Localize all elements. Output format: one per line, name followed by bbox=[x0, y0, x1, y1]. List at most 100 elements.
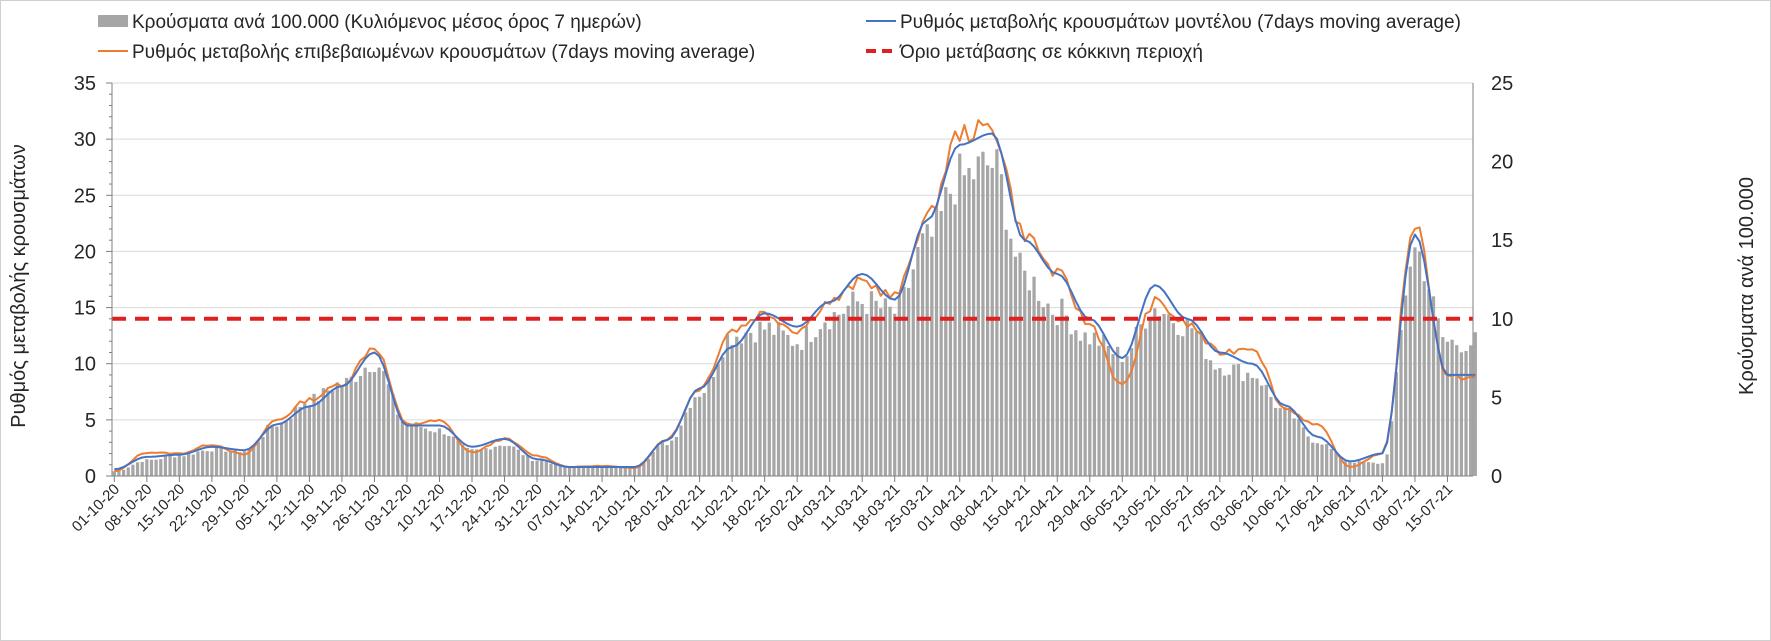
bar bbox=[126, 467, 130, 476]
bar bbox=[1441, 337, 1445, 476]
bar bbox=[1097, 345, 1101, 476]
bar bbox=[674, 436, 678, 476]
bar bbox=[279, 422, 284, 476]
bar bbox=[344, 377, 349, 476]
bar bbox=[1204, 359, 1208, 476]
bar bbox=[1088, 344, 1092, 476]
bar bbox=[1083, 332, 1087, 476]
bar bbox=[368, 372, 372, 476]
bar bbox=[451, 436, 456, 476]
bar bbox=[651, 451, 655, 476]
bar bbox=[409, 425, 414, 476]
bar bbox=[995, 149, 999, 476]
bar bbox=[619, 465, 623, 476]
bar bbox=[1129, 348, 1134, 476]
bar bbox=[1162, 313, 1166, 476]
bar bbox=[883, 298, 888, 476]
legend-entry: Όριο μετάβασης σε κόκκινη περιοχή bbox=[866, 42, 1203, 63]
bar bbox=[507, 445, 511, 476]
bar bbox=[131, 464, 135, 476]
bar bbox=[238, 452, 242, 476]
bar bbox=[1055, 325, 1059, 476]
bar bbox=[790, 345, 795, 476]
bar bbox=[349, 376, 353, 476]
bar bbox=[1255, 378, 1259, 476]
bar bbox=[1380, 463, 1385, 476]
bar bbox=[1218, 368, 1222, 476]
bar bbox=[405, 424, 409, 476]
bar bbox=[386, 384, 391, 476]
bar bbox=[1436, 318, 1440, 476]
line-model-cases-rate bbox=[114, 132, 1476, 471]
bar bbox=[688, 407, 692, 476]
bar bbox=[549, 463, 553, 476]
bar bbox=[479, 448, 483, 476]
bar bbox=[553, 463, 558, 476]
bar bbox=[1417, 251, 1422, 476]
bar bbox=[786, 334, 790, 476]
bar bbox=[461, 444, 465, 476]
bar bbox=[530, 460, 535, 476]
bar bbox=[632, 467, 637, 476]
bar bbox=[275, 426, 279, 476]
bar bbox=[396, 414, 400, 476]
bar bbox=[317, 400, 321, 476]
bar bbox=[526, 455, 530, 476]
bar bbox=[1176, 334, 1180, 476]
bar bbox=[697, 396, 702, 476]
bar bbox=[1153, 308, 1157, 476]
legend-entry: Κρούσματα ανά 100.000 (Κυλιόμενος μέσος … bbox=[98, 12, 642, 33]
bar bbox=[363, 367, 367, 476]
bar bbox=[419, 427, 423, 476]
line-series-group bbox=[112, 119, 1476, 473]
bar bbox=[558, 465, 562, 476]
bar bbox=[823, 322, 827, 476]
bar bbox=[656, 445, 660, 476]
legend-entry: Ρυθμός μεταβολής επιβεβαιωμένων κρουσμάτ… bbox=[98, 42, 755, 63]
bar bbox=[1399, 329, 1403, 476]
bar bbox=[1241, 381, 1245, 476]
bar bbox=[739, 343, 744, 476]
bar bbox=[1306, 436, 1310, 476]
bar bbox=[1120, 361, 1124, 476]
y-tick-label-left: 35 bbox=[74, 73, 96, 95]
bar bbox=[846, 305, 850, 476]
bar bbox=[293, 406, 298, 476]
bar bbox=[725, 334, 730, 476]
bar bbox=[465, 447, 469, 476]
bar bbox=[1064, 315, 1069, 476]
bar bbox=[776, 322, 781, 476]
bar bbox=[637, 466, 641, 476]
bar bbox=[173, 457, 177, 476]
bar bbox=[1357, 461, 1361, 476]
bar bbox=[177, 455, 181, 476]
bar bbox=[1264, 384, 1268, 476]
bar bbox=[400, 421, 404, 476]
y-tick-label-right: 20 bbox=[1491, 152, 1513, 174]
bar bbox=[1292, 418, 1296, 476]
bar bbox=[1422, 281, 1426, 476]
bar bbox=[512, 446, 516, 476]
bar bbox=[818, 329, 822, 476]
bar bbox=[609, 466, 613, 476]
bar bbox=[763, 329, 767, 476]
bar bbox=[200, 450, 205, 476]
bar bbox=[1427, 289, 1431, 476]
bar bbox=[1236, 364, 1241, 476]
bar bbox=[1125, 356, 1129, 476]
bar bbox=[958, 153, 962, 476]
bar bbox=[1469, 345, 1473, 476]
bar bbox=[1390, 421, 1394, 476]
bar bbox=[252, 444, 256, 476]
bar-series-cases-per-100k bbox=[112, 149, 1477, 477]
bar bbox=[1431, 296, 1436, 476]
bar bbox=[1459, 352, 1464, 476]
bar bbox=[428, 431, 432, 476]
bar bbox=[1069, 334, 1073, 476]
bar bbox=[716, 364, 720, 476]
bar bbox=[837, 314, 841, 476]
bar bbox=[855, 301, 860, 476]
bar bbox=[990, 167, 994, 477]
bar bbox=[605, 466, 609, 476]
